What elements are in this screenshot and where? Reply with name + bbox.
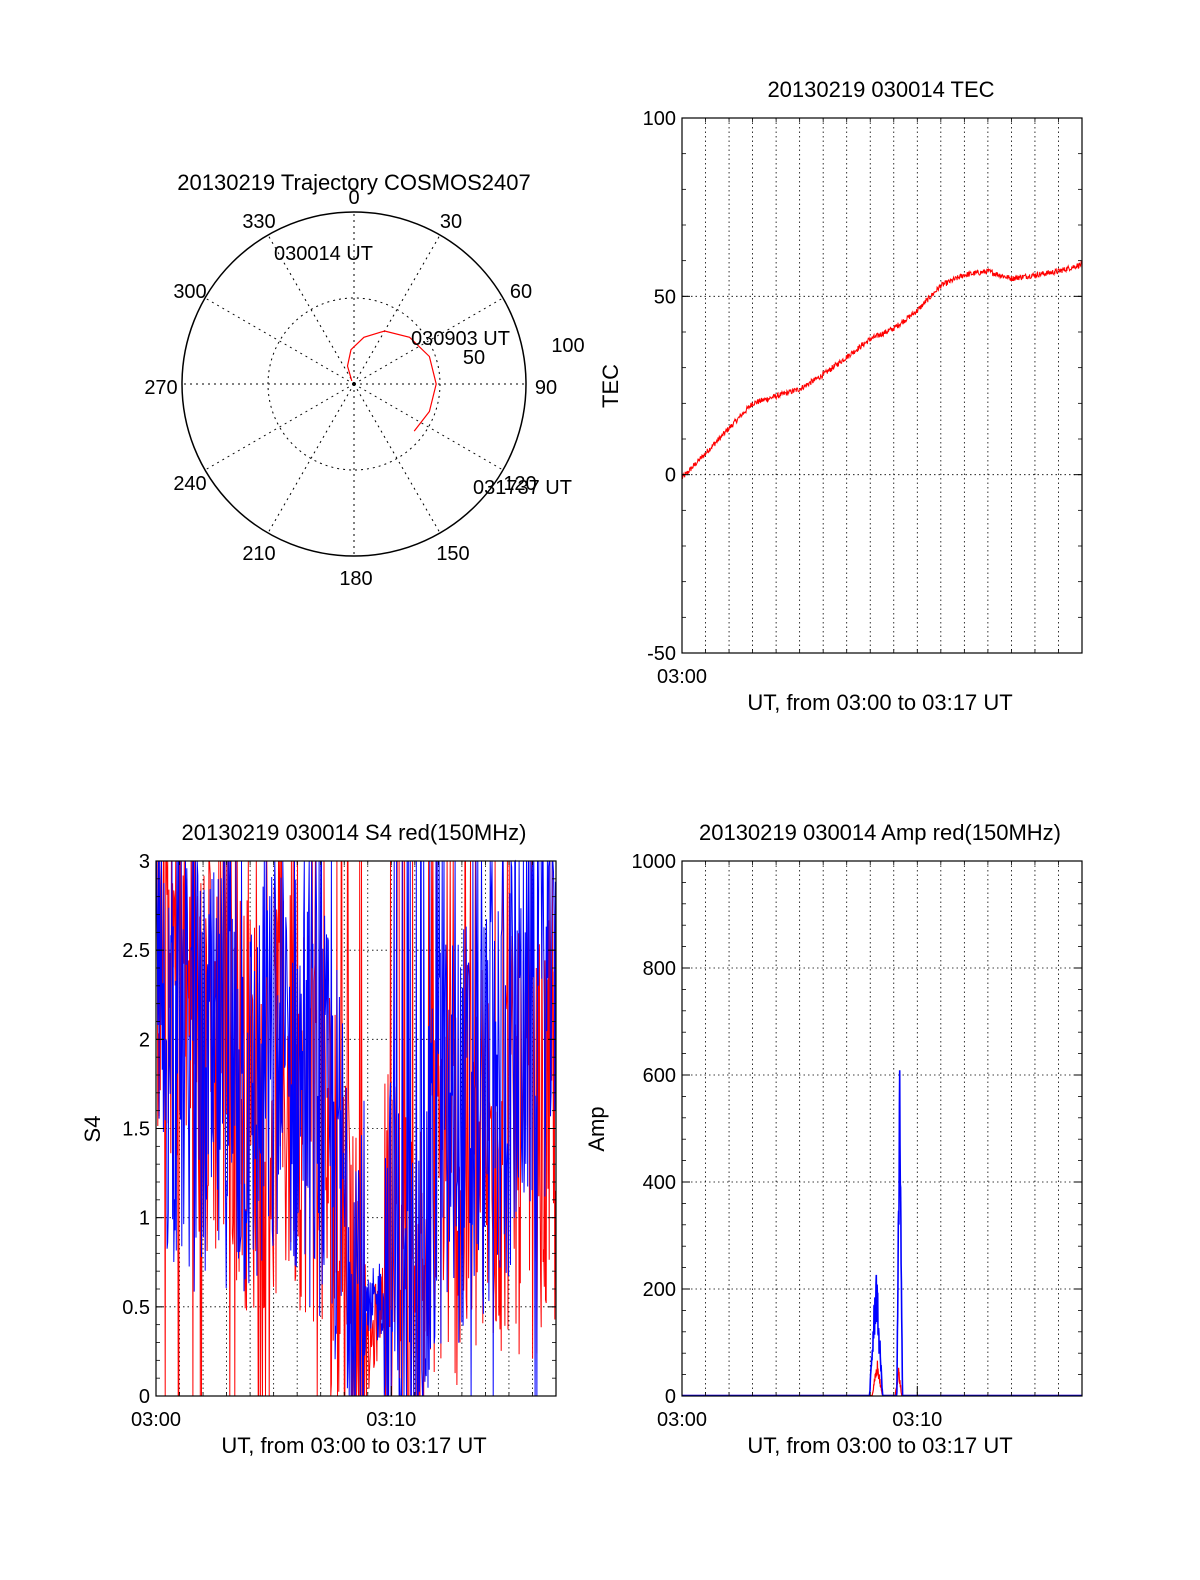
y-tick-label: 1 bbox=[139, 1208, 150, 1230]
amp-title: 20130219 030014 Amp red(150MHz) bbox=[699, 820, 1061, 845]
s4-ticks: 0 0.5 1 1.5 2 2.5 3 03:00 03:10 bbox=[122, 851, 557, 1431]
trajectory-azimuth-labels: 0 30 60 90 120 150 180 210 240 270 300 330 bbox=[144, 187, 557, 590]
amp-frame bbox=[681, 860, 1083, 1397]
y-tick-label: 400 bbox=[643, 1172, 676, 1194]
trajectory-annotations: 030014 UT 030903 UT 031737 UT bbox=[274, 243, 572, 499]
x-tick-label: 03:10 bbox=[366, 1409, 416, 1431]
trajectory-grid bbox=[181, 211, 527, 557]
y-tick-label: 800 bbox=[643, 958, 676, 980]
s4-line bbox=[155, 859, 557, 1397]
polar-radial-label: 100 bbox=[551, 335, 584, 357]
y-tick-label: 200 bbox=[643, 1279, 676, 1301]
trajectory-annotation: 030014 UT bbox=[274, 243, 373, 265]
polar-azimuth-label: 60 bbox=[510, 281, 532, 303]
trajectory-plot: 20130219 Trajectory COSMOS2407 0 30 60 90 12… bbox=[144, 170, 584, 590]
y-tick-label: 0 bbox=[139, 1386, 150, 1408]
tec-ticks: -50 0 50 100 03:00 bbox=[643, 108, 1083, 688]
y-tick-label: 3 bbox=[139, 851, 150, 873]
polar-azimuth-label: 210 bbox=[242, 543, 275, 565]
amp-grid bbox=[682, 861, 1082, 1396]
s4-ylabel: S4 bbox=[80, 1116, 105, 1143]
polar-spoke bbox=[267, 383, 355, 534]
polar-spoke bbox=[353, 297, 504, 385]
polar-azimuth-label: 120 bbox=[503, 473, 536, 495]
trajectory-series bbox=[346, 330, 437, 432]
y-tick-label: 0 bbox=[665, 1386, 676, 1408]
polar-azimuth-label: 0 bbox=[348, 187, 359, 209]
polar-azimuth-label: 180 bbox=[339, 568, 372, 590]
s4-title: 20130219 030014 S4 red(150MHz) bbox=[182, 820, 527, 845]
x-tick-label: 03:00 bbox=[131, 1409, 181, 1431]
tec-ylabel: TEC bbox=[598, 364, 623, 408]
polar-azimuth-label: 90 bbox=[535, 377, 557, 399]
s4-series bbox=[155, 859, 557, 1397]
tec-series bbox=[681, 259, 1083, 480]
polar-azimuth-label: 150 bbox=[436, 543, 469, 565]
polar-azimuth-label: 300 bbox=[173, 281, 206, 303]
amp-xlabel: UT, from 03:00 to 03:17 UT bbox=[747, 1433, 1012, 1458]
y-tick-label: 50 bbox=[654, 286, 676, 308]
polar-azimuth-label: 30 bbox=[440, 211, 462, 233]
s4-plot: 20130219 030014 S4 red(150MHz) 0 0.5 1 1.5 2… bbox=[80, 820, 557, 1458]
tec-xlabel: UT, from 03:00 to 03:17 UT bbox=[747, 690, 1012, 715]
amp-ticks: 0 200 400 600 800 1000 03:00 03:10 bbox=[632, 851, 1083, 1431]
polar-spoke bbox=[267, 234, 355, 385]
s4-xlabel: UT, from 03:00 to 03:17 UT bbox=[221, 1433, 486, 1458]
y-tick-label: 2 bbox=[139, 1029, 150, 1051]
polar-spoke bbox=[204, 383, 355, 471]
tec-frame bbox=[681, 117, 1083, 654]
x-tick-label: 03:00 bbox=[657, 666, 707, 688]
amp-line bbox=[682, 1070, 1082, 1397]
polar-azimuth-label: 270 bbox=[144, 377, 177, 399]
y-tick-label: 1000 bbox=[632, 851, 677, 873]
amp-ylabel: Amp bbox=[584, 1106, 609, 1151]
polar-radial-label: 50 bbox=[463, 347, 485, 369]
polar-azimuth-label: 330 bbox=[242, 211, 275, 233]
tec-title: 20130219 030014 TEC bbox=[767, 77, 994, 102]
trajectory-title: 20130219 Trajectory COSMOS2407 bbox=[177, 170, 530, 195]
x-tick-label: 03:10 bbox=[892, 1409, 942, 1431]
amp-plot: 20130219 030014 Amp red(150MHz) 0 200 400 6… bbox=[584, 820, 1083, 1458]
tec-line bbox=[681, 259, 1083, 480]
polar-spoke bbox=[204, 297, 355, 385]
polar-spoke bbox=[353, 383, 441, 534]
trajectory-annotation: 030903 UT bbox=[411, 328, 510, 350]
amp-series bbox=[682, 1070, 1082, 1397]
trajectory-radial-labels: 50 100 bbox=[463, 335, 585, 369]
y-tick-label: 0 bbox=[665, 465, 676, 487]
polar-spoke bbox=[353, 234, 441, 385]
trajectory-annotation: 031737 UT bbox=[473, 477, 572, 499]
y-tick-label: 1.5 bbox=[122, 1119, 150, 1141]
y-tick-label: 2.5 bbox=[122, 940, 150, 962]
polar-outer-circle bbox=[181, 211, 527, 557]
x-tick-label: 03:00 bbox=[657, 1409, 707, 1431]
polar-azimuth-label: 240 bbox=[173, 473, 206, 495]
trajectory-path bbox=[346, 330, 437, 432]
tec-grid bbox=[682, 118, 1082, 653]
y-tick-label: 600 bbox=[643, 1065, 676, 1087]
polar-spoke bbox=[353, 383, 504, 471]
y-tick-label: 100 bbox=[643, 108, 676, 130]
tec-plot: 20130219 030014 TEC -50 0 50 100 03:00 UT, f… bbox=[598, 77, 1083, 715]
y-tick-label: 0.5 bbox=[122, 1297, 150, 1319]
y-tick-label: -50 bbox=[647, 643, 676, 665]
